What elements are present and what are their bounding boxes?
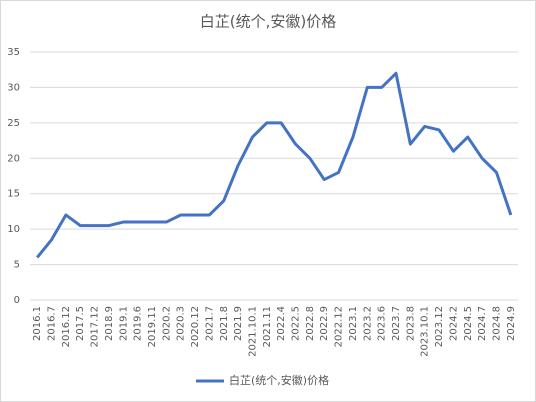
x-tick-label: 2024.5	[463, 306, 474, 341]
x-tick-label: 2023.12	[434, 306, 445, 347]
x-tick-label: 2024.7	[477, 306, 488, 341]
y-tick-label: 15	[7, 189, 20, 200]
x-tick-label: 2024.8	[491, 306, 502, 341]
x-tick-label: 2024.2	[448, 306, 459, 341]
x-tick-label: 2022.8	[305, 306, 316, 341]
x-tick-label: 2023.6	[377, 306, 388, 341]
x-tick-label: 2020.12	[190, 306, 201, 347]
x-tick-label: 2021.7	[204, 306, 215, 341]
x-tick-label: 2023.1	[348, 306, 359, 341]
x-tick-label: 2019.1	[118, 306, 129, 341]
x-tick-label: 2017.12	[90, 306, 101, 347]
x-tick-label: 2019.6	[133, 306, 144, 341]
y-tick-label: 10	[7, 224, 20, 235]
x-tick-label: 2020.2	[161, 306, 172, 341]
x-tick-label: 2019.11	[147, 306, 158, 347]
x-tick-label: 2021.8	[219, 306, 230, 341]
x-tick-label: 2016.12	[61, 306, 72, 347]
x-tick-label: 2023.7	[391, 306, 402, 341]
x-tick-label: 2016.7	[47, 306, 58, 341]
x-tick-label: 2018.9	[104, 306, 115, 341]
x-tick-label: 2020.3	[176, 306, 187, 341]
y-tick-label: 0	[14, 295, 20, 306]
x-tick-label: 2017.5	[75, 306, 86, 341]
y-tick-label: 25	[7, 118, 20, 129]
x-tick-label: 2021.9	[233, 306, 244, 341]
x-tick-label: 2022.5	[291, 306, 302, 341]
y-tick-label: 35	[7, 47, 20, 58]
y-tick-label: 20	[7, 153, 20, 164]
y-tick-label: 5	[14, 260, 20, 271]
x-tick-label: 2022.4	[276, 306, 287, 341]
x-tick-label: 2016.1	[32, 306, 43, 341]
x-tick-label: 2023.8	[405, 306, 416, 341]
x-tick-label: 2021.10.1	[247, 306, 258, 357]
chart-title: 白芷(统个,安徽)价格	[200, 13, 336, 31]
x-tick-label: 2022.12	[334, 306, 345, 347]
series-line	[36, 71, 513, 259]
y-tick-label: 30	[7, 82, 20, 93]
x-tick-label: 2021.11	[262, 306, 273, 347]
x-tick-label: 2023.2	[362, 306, 373, 341]
x-tick-label: 2022.9	[319, 306, 330, 341]
x-tick-label: 2024.9	[506, 306, 517, 341]
x-tick-label: 2023.10.1	[420, 306, 431, 357]
legend-label: 白芷(统个,安徽)价格	[229, 373, 329, 387]
